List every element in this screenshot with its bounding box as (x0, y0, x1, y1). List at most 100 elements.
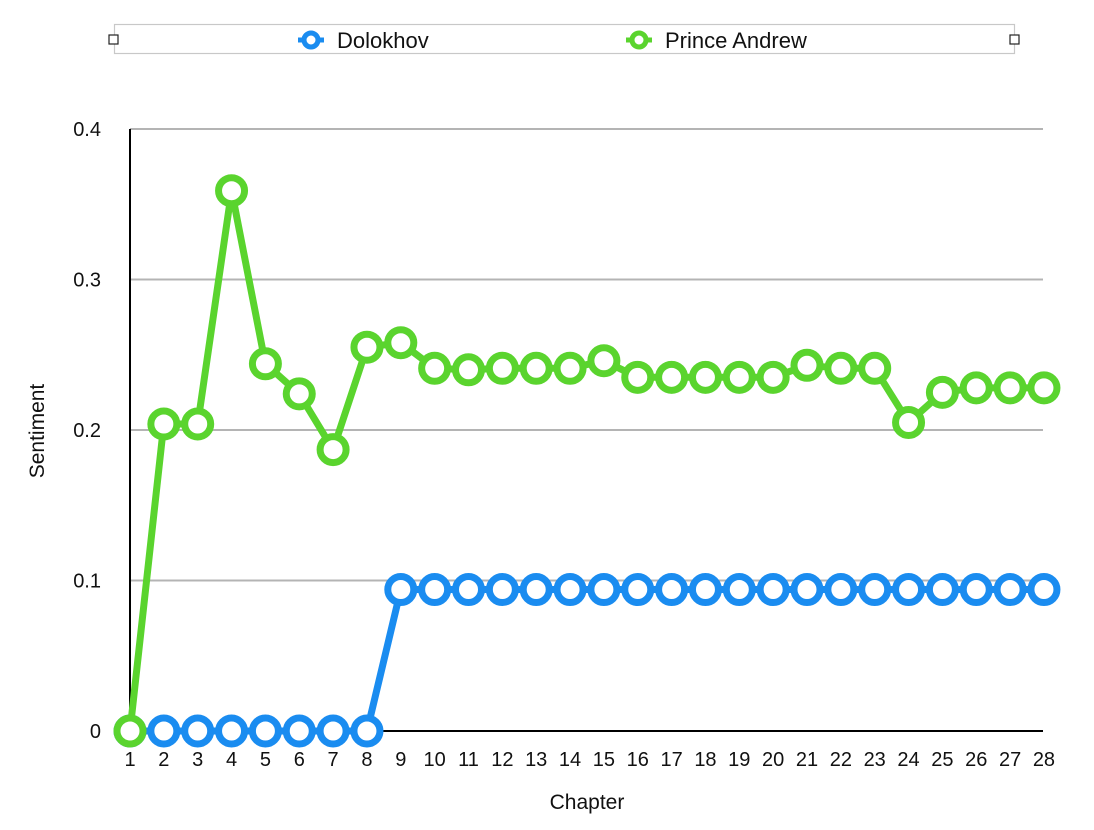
data-point-prince-andrew (587, 344, 621, 378)
data-point-prince-andrew (925, 375, 959, 409)
data-point-dolokhov (587, 573, 621, 607)
data-point-prince-andrew (113, 714, 147, 748)
legend: Dolokhov Prince Andrew (108, 23, 1020, 55)
data-point-dolokhov (452, 573, 485, 607)
x-tick-label: 27 (999, 749, 1021, 771)
x-tick-label: 11 (458, 749, 479, 771)
data-point-dolokhov (621, 573, 655, 607)
x-tick-label: 18 (694, 749, 716, 771)
data-point-prince-andrew (316, 433, 350, 467)
data-point-dolokhov (655, 573, 689, 607)
gridlines (130, 128, 1043, 582)
data-point-prince-andrew (350, 330, 384, 364)
y-tick-label: 0.2 (73, 420, 101, 442)
data-point-dolokhov (384, 573, 418, 607)
data-point-prince-andrew (485, 351, 519, 385)
data-point-dolokhov (688, 573, 722, 607)
data-point-prince-andrew (655, 360, 689, 394)
data-point-prince-andrew (790, 348, 824, 382)
legend-label: Dolokhov (337, 28, 429, 53)
y-tick-label: 0.4 (73, 119, 101, 141)
x-tick-label: 17 (660, 749, 682, 771)
x-tick-label: 22 (830, 749, 852, 771)
series-line-dolokhov (126, 586, 1048, 735)
data-point-dolokhov (858, 573, 892, 607)
data-point-dolokhov (248, 714, 282, 748)
data-point-prince-andrew (215, 174, 249, 208)
x-tick-label: 12 (491, 749, 513, 771)
y-axis-title: Sentiment (26, 384, 49, 479)
data-point-dolokhov (790, 573, 824, 607)
data-point-prince-andrew (892, 405, 926, 439)
y-tick-label: 0.1 (73, 571, 101, 593)
legend-marker (301, 30, 321, 50)
data-point-prince-andrew (688, 360, 722, 394)
data-point-prince-andrew (824, 351, 858, 385)
data-point-prince-andrew (282, 377, 316, 411)
x-tick-label: 19 (728, 749, 750, 771)
data-point-dolokhov (282, 714, 316, 748)
data-point-prince-andrew (181, 407, 215, 441)
data-point-dolokhov (824, 573, 858, 607)
series-layer (113, 174, 1061, 748)
data-point-prince-andrew (959, 371, 993, 405)
x-tick-label: 24 (897, 749, 919, 771)
x-tick-label: 28 (1033, 749, 1055, 771)
legend-item-prince-andrew: Prince Andrew (626, 28, 807, 53)
legend-marker (629, 30, 649, 50)
data-point-dolokhov (485, 573, 519, 607)
x-tick-label: 1 (124, 749, 135, 771)
data-point-dolokhov (892, 573, 926, 607)
data-point-prince-andrew (858, 351, 892, 385)
x-tick-label: 3 (192, 749, 203, 771)
data-point-dolokhov (553, 573, 587, 607)
data-point-prince-andrew (1027, 371, 1061, 405)
y-tick-label: 0.3 (73, 270, 101, 292)
y-tick-labels: 0 0.1 0.2 0.3 0.4 (73, 119, 101, 743)
data-point-dolokhov (959, 573, 993, 607)
data-point-prince-andrew (384, 326, 418, 360)
data-point-dolokhov (147, 714, 181, 748)
x-tick-label: 14 (559, 749, 581, 771)
data-point-dolokhov (1027, 573, 1061, 607)
data-point-prince-andrew (553, 351, 587, 385)
legend-resize-handle-right[interactable] (1009, 34, 1020, 45)
data-point-prince-andrew (756, 360, 790, 394)
legend-item-dolokhov: Dolokhov (298, 28, 429, 53)
x-tick-label: 9 (395, 749, 406, 771)
x-tick-label: 13 (525, 749, 547, 771)
x-tick-label: 15 (593, 749, 615, 771)
x-tick-label: 26 (965, 749, 987, 771)
x-axis-title: Chapter (550, 791, 625, 814)
y-tick-label: 0 (90, 721, 101, 743)
series-dolokhov (113, 573, 1061, 748)
data-point-prince-andrew (722, 360, 756, 394)
data-point-dolokhov (722, 573, 756, 607)
legend-resize-handle-left[interactable] (108, 34, 119, 45)
data-point-prince-andrew (993, 371, 1027, 405)
x-tick-label: 6 (294, 749, 305, 771)
data-point-dolokhov (350, 714, 384, 748)
data-point-prince-andrew (248, 347, 282, 381)
data-point-prince-andrew (621, 360, 655, 394)
x-tick-label: 16 (627, 749, 649, 771)
data-point-dolokhov (418, 573, 452, 607)
legend-label: Prince Andrew (665, 28, 807, 53)
data-point-dolokhov (993, 573, 1027, 607)
x-tick-label: 20 (762, 749, 784, 771)
series-line-prince-andrew (126, 187, 1048, 735)
data-point-dolokhov (316, 714, 350, 748)
x-tick-label: 5 (260, 749, 271, 771)
data-point-prince-andrew (147, 407, 181, 441)
series-prince-andrew (113, 174, 1061, 748)
x-tick-labels: 1 2 3 4 5 6 7 8 9 10 11 12 13 14 15 16 17 18 19 20 21 22 23 24 2… (124, 749, 1055, 771)
data-point-prince-andrew (519, 351, 553, 385)
x-tick-label: 7 (328, 749, 339, 771)
data-point-dolokhov (925, 573, 959, 607)
data-point-dolokhov (181, 714, 215, 748)
data-point-dolokhov (519, 573, 553, 607)
x-tick-label: 25 (931, 749, 953, 771)
data-point-prince-andrew (452, 353, 485, 387)
data-point-prince-andrew (418, 351, 452, 385)
